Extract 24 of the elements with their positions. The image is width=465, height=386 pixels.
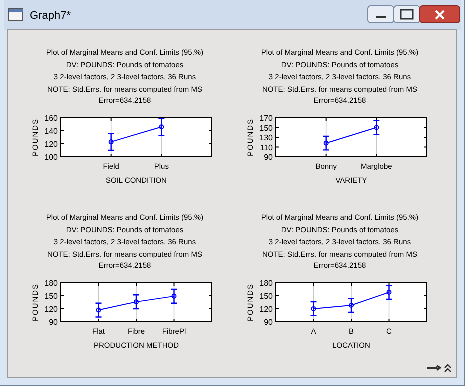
y-tick-label: 120	[260, 305, 274, 314]
y-tick-label: 90	[264, 153, 274, 162]
y-tick-label: 140	[44, 127, 59, 136]
point	[172, 294, 177, 299]
text: Graph7*	[30, 10, 72, 22]
y-tick-label: 150	[260, 292, 274, 301]
y-tick-label: 100	[44, 153, 59, 162]
y-tick-label: 120	[44, 140, 59, 149]
y-tick-label: 180	[260, 279, 274, 288]
y-tick-label: 120	[44, 305, 59, 314]
y-tick-label: 150	[44, 292, 59, 301]
y-tick-label: 150	[260, 124, 274, 133]
y-tick-label: 180	[44, 279, 59, 288]
y-tick-label: 90	[49, 318, 59, 327]
y-tick-label: 110	[260, 143, 274, 152]
y-tick-label: 130	[260, 134, 274, 142]
y-tick-label: 90	[264, 318, 274, 327]
y-tick-label: 160	[44, 114, 59, 123]
point	[96, 308, 102, 313]
point	[134, 300, 139, 305]
point	[311, 306, 316, 312]
point	[349, 303, 354, 308]
y-tick-label: 170	[260, 114, 274, 123]
point	[386, 290, 392, 296]
